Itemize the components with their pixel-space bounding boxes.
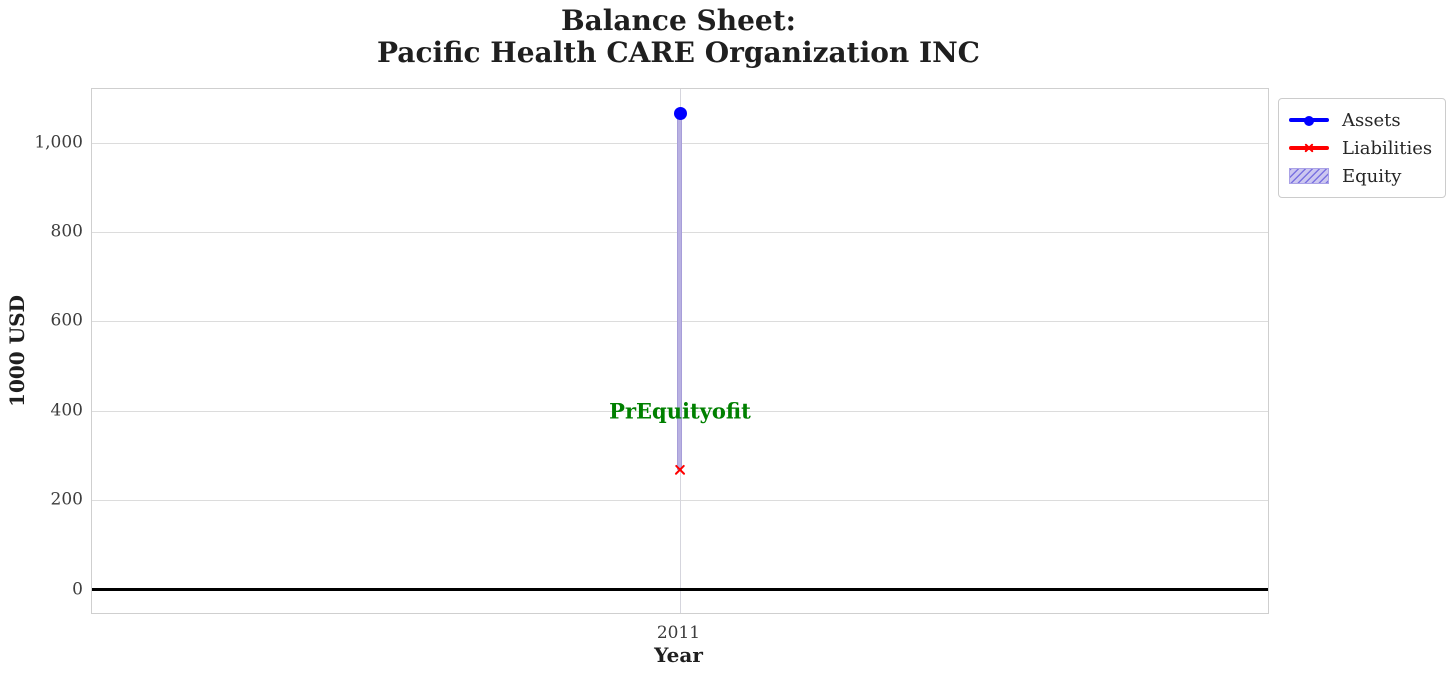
legend-swatch-equity (1289, 167, 1329, 185)
chart-title-line1: Balance Sheet: (560, 4, 797, 37)
legend: Assets Liabilities Equity (1278, 98, 1446, 198)
assets-point-circle-marker-icon (673, 107, 687, 121)
x-tick-label: 2011 (656, 623, 701, 643)
legend-item-equity: Equity (1289, 162, 1435, 190)
profit-annotation: PrEquityofit (609, 398, 751, 424)
y-tick-label: 0 (72, 579, 83, 600)
circle-marker-icon (1304, 115, 1314, 126)
liabilities-point-x-marker-icon (674, 463, 687, 476)
legend-swatch-assets (1289, 111, 1329, 129)
y-tick-label: 600 (50, 311, 83, 332)
chart-title: Balance Sheet: Pacific Health CARE Organ… (91, 5, 1266, 69)
y-tick-label: 200 (50, 489, 83, 510)
y-axis-tick-labels: 0 200 400 600 800 1,000 (0, 89, 83, 612)
x-marker-icon (1303, 142, 1315, 154)
y-tick-label: 400 (50, 400, 83, 421)
hatched-patch-icon (1289, 168, 1329, 184)
equity-band (677, 113, 682, 470)
y-tick-label: 800 (50, 221, 83, 242)
legend-item-assets: Assets (1289, 106, 1435, 134)
legend-label: Equity (1342, 165, 1402, 187)
zero-axis-line (92, 588, 1268, 591)
legend-swatch-liabilities (1289, 139, 1329, 157)
legend-label: Liabilities (1342, 137, 1433, 159)
legend-label: Assets (1342, 109, 1401, 131)
legend-item-liabilities: Liabilities (1289, 134, 1435, 162)
chart-title-line2: Pacific Health CARE Organization INC (377, 36, 980, 69)
x-axis-label: Year (654, 643, 703, 667)
plot-area: PrEquityofit (91, 88, 1269, 614)
y-tick-label: 1,000 (34, 132, 83, 153)
